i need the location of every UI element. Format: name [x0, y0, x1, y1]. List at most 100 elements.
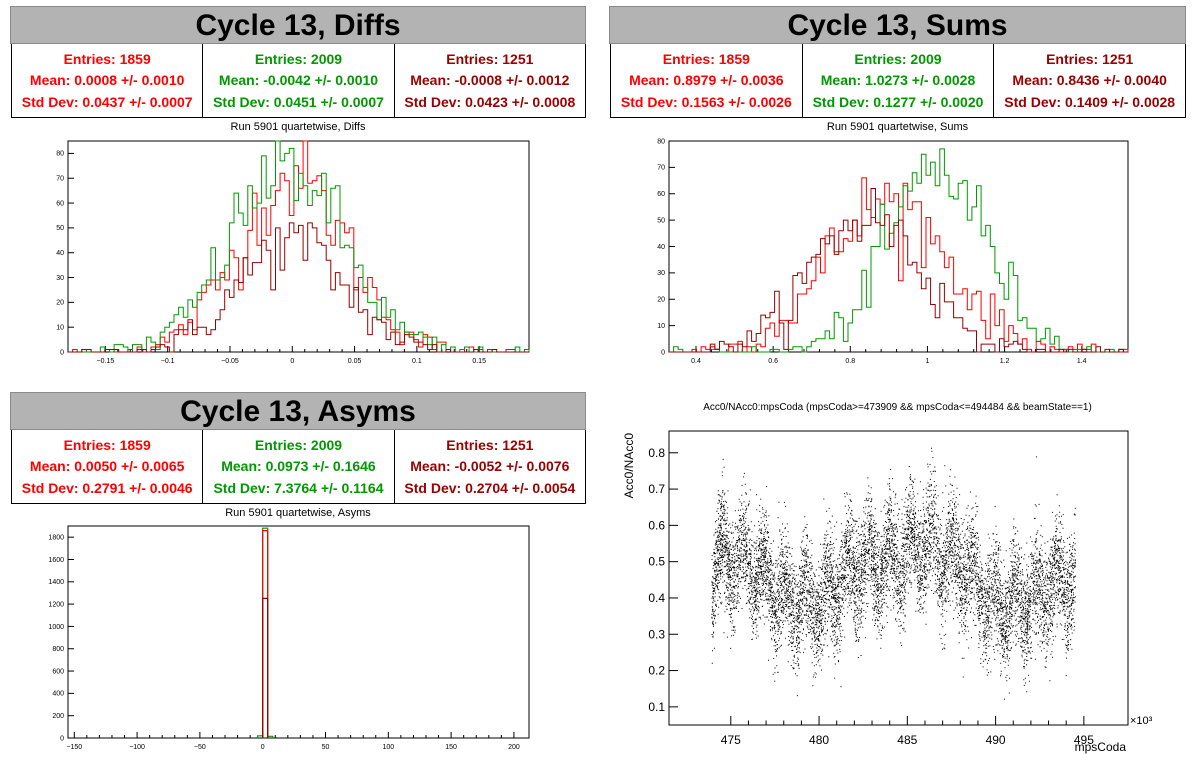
y-tick-label: 10 — [56, 325, 64, 332]
y-tick-label: 600 — [52, 668, 64, 675]
stat-entries: Entries: 1251 — [446, 50, 534, 67]
stat-stddev: Std Dev: 7.3764 +/- 0.1164 — [213, 480, 384, 497]
asyms-plot-title: Run 5901 quartetwise, Asyms — [225, 507, 371, 519]
stat-entries: Entries: 2009 — [254, 436, 343, 453]
y-tick-label: 80 — [56, 151, 64, 158]
x-tick-label: −0.05 — [221, 358, 239, 365]
x-tick-label: 1.4 — [1077, 358, 1087, 365]
x-tick-label: 0.6 — [768, 358, 778, 365]
scatter-points — [711, 447, 1076, 700]
x-tick-label: 0 — [261, 744, 265, 751]
y-tick-label: 60 — [56, 200, 64, 207]
x-tick-label: −150 — [66, 744, 82, 751]
x-tick-label: 1.2 — [1000, 358, 1010, 365]
y-tick-label: 0.4 — [648, 591, 665, 605]
y-tick-label: 1600 — [48, 557, 64, 564]
asyms-axes: −150 −100 −50 0 50 100 150 200 0 200 400 600 800 1000… — [48, 525, 530, 751]
y-tick-label: 0 — [60, 349, 64, 356]
x-tick-label: −0.15 — [97, 358, 115, 365]
scatter-plot-title: Acc0/NAcc0:mpsCoda (mpsCoda>=473909 && m… — [703, 402, 1092, 413]
stat-mean: Mean: 1.0273 +/- 0.0028 — [820, 72, 976, 89]
stat-mean: Mean: 0.0973 +/- 0.1646 — [221, 458, 376, 475]
x-tick-label: 485 — [897, 733, 917, 747]
asyms-stats-run3: Entries: 1251 Mean: -0.0052 +/- 0.0076 S… — [393, 430, 585, 503]
y-tick-label: 60 — [657, 191, 665, 198]
stat-entries: Entries: 1251 — [446, 436, 534, 453]
y-tick-label: 0.8 — [648, 446, 665, 460]
sums-stats-box: Entries: 1859 Mean: 0.8979 +/- 0.0036 St… — [610, 44, 1186, 118]
y-tick-label: 50 — [56, 225, 64, 232]
x-axis-exponent: ×10³ — [1130, 715, 1153, 727]
diffs-stats-run2: Entries: 2009 Mean: -0.0042 +/- 0.0010 S… — [202, 44, 393, 117]
sums-series-3 — [669, 188, 1128, 353]
y-tick-label: 200 — [52, 713, 64, 720]
x-tick-label: 100 — [382, 744, 394, 751]
scatter-axes: 475 480 485 490 495 0.1 0.2 0.3 0.4 0.5 0.6 0.7 0.8 — [648, 430, 1129, 747]
x-tick-label: 0 — [290, 358, 294, 365]
sums-stats-run1: Entries: 1859 Mean: 0.8979 +/- 0.0036 St… — [611, 44, 802, 117]
y-tick-label: 70 — [657, 165, 665, 172]
sums-plot-title: Run 5901 quartetwise, Sums — [826, 121, 969, 133]
sums-axes: 0.4 0.6 0.8 1 1.2 1.4 0 10 20 30 40 50 60 70 80 — [657, 138, 1129, 365]
x-tick-label: 490 — [986, 733, 1006, 747]
stat-stddev: Std Dev: 0.2704 +/- 0.0054 — [404, 480, 576, 497]
x-tick-label: 0.8 — [845, 358, 855, 365]
y-tick-label: 30 — [56, 275, 64, 282]
y-tick-label: 800 — [52, 646, 64, 653]
x-tick-label: 495 — [1074, 733, 1094, 747]
stat-entries: Entries: 1859 — [63, 50, 151, 67]
y-tick-label: 30 — [657, 270, 665, 277]
asyms-series-1 — [257, 527, 274, 738]
asyms-stats-box: Entries: 1859 Mean: 0.0050 +/- 0.0065 St… — [11, 430, 586, 504]
stat-stddev: Std Dev: 0.2791 +/- 0.0046 — [21, 480, 193, 497]
diffs-series-3 — [68, 222, 529, 353]
diffs-series-2 — [68, 140, 530, 353]
asyms-header: Cycle 13, Asyms — [10, 392, 586, 430]
stat-stddev: Std Dev: 0.1277 +/- 0.0020 — [812, 94, 984, 111]
y-tick-label: 0.7 — [648, 482, 665, 496]
diffs-stats-run3: Entries: 1251 Mean: -0.0008 +/- 0.0012 S… — [393, 44, 585, 117]
sums-stats-run2: Entries: 2009 Mean: 1.0273 +/- 0.0028 St… — [801, 44, 994, 117]
y-tick-label: 0 — [60, 735, 64, 742]
y-tick-label: 20 — [657, 297, 665, 304]
diffs-series-1 — [68, 140, 529, 353]
diffs-axes: −0.15 −0.1 −0.05 0 0.05 0.1 0.15 0 10 20 30 40 50 60 7… — [56, 140, 530, 365]
sums-series-1 — [669, 177, 1129, 353]
stat-stddev: Std Dev: 0.1563 +/- 0.0026 — [620, 94, 792, 111]
scatter-frame — [668, 430, 1129, 726]
y-tick-label: 70 — [56, 176, 64, 183]
stat-entries: Entries: 2009 — [854, 50, 942, 67]
x-tick-label: 200 — [508, 744, 520, 751]
stat-mean: Mean: -0.0008 +/- 0.0012 — [410, 72, 570, 89]
x-tick-label: −100 — [129, 744, 145, 751]
y-tick-label: 0.3 — [648, 627, 665, 641]
x-tick-label: −50 — [194, 744, 206, 751]
asyms-frame — [67, 525, 530, 739]
y-tick-label: 40 — [56, 250, 64, 257]
diffs-frame — [67, 140, 530, 353]
y-tick-label: 50 — [657, 217, 665, 224]
y-tick-label: 0 — [661, 349, 665, 356]
x-tick-label: 0.1 — [412, 358, 422, 365]
stat-mean: Mean: 0.8979 +/- 0.0036 — [629, 72, 784, 89]
y-tick-label: 400 — [52, 691, 64, 698]
x-tick-label: 0.4 — [691, 358, 701, 365]
x-tick-label: 475 — [721, 733, 741, 747]
diffs-stats-box: Entries: 1859 Mean: 0.0008 +/- 0.0010 St… — [11, 44, 586, 118]
stat-entries: Entries: 1251 — [1046, 50, 1134, 67]
y-tick-label: 40 — [657, 244, 665, 251]
x-tick-label: 1 — [925, 358, 929, 365]
stat-mean: Mean: 0.0050 +/- 0.0065 — [29, 458, 185, 475]
y-tick-label: 0.5 — [648, 555, 665, 569]
y-tick-label: 10 — [657, 323, 665, 330]
y-axis-label: Acc0/NAcc0 — [622, 433, 636, 499]
asyms-series-3 — [262, 597, 269, 738]
x-tick-label: 150 — [445, 744, 457, 751]
stat-stddev: Std Dev: 0.1409 +/- 0.0028 — [1004, 94, 1176, 111]
stat-mean: Mean: -0.0052 +/- 0.0076 — [410, 458, 570, 475]
y-tick-label: 1400 — [48, 579, 64, 586]
stat-entries: Entries: 2009 — [254, 50, 343, 67]
asyms-series-2 — [262, 530, 269, 738]
x-tick-label: 480 — [809, 733, 829, 747]
